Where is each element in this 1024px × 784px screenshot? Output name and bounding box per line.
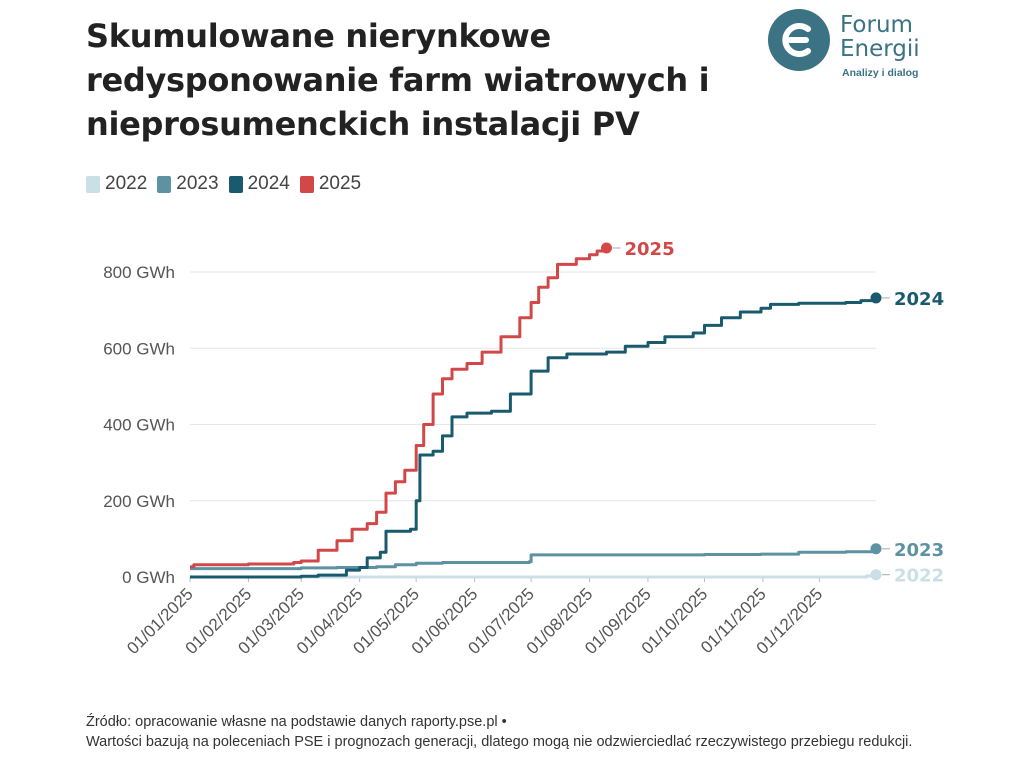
disclaimer-note: Wartości bazują na poleceniach PSE i pro… [86,734,913,750]
y-tick-label: 400 GWh [103,416,175,435]
legend-item-2024: 2024 [228,173,290,195]
logo-name-line2: Energii [840,36,920,62]
series-end-marker-2025 [601,242,612,254]
legend-item-2023: 2023 [157,173,219,195]
y-tick-label: 800 GWh [103,263,175,282]
chart-legend: 2022 2023 2024 2025 [86,173,361,195]
legend-swatch [228,175,243,193]
legend-swatch [157,175,172,193]
chart-title: Skumulowane nierynkowe redysponowanie fa… [86,17,710,143]
legend-item-2025: 2025 [299,173,362,195]
legend-label: 2024 [247,173,290,194]
y-tick-label: 200 GWh [103,492,175,511]
series-end-label-2023: 2023 [894,540,944,561]
series-end-label-2025: 2025 [625,239,675,260]
y-tick-label: 0 GWh [122,568,175,587]
chart-footer: Źródło: opracowanie własne na podstawie … [86,712,936,752]
source-note: Źródło: opracowanie własne na podstawie … [86,714,507,730]
series-end-marker-2022 [870,569,882,581]
series-end-marker-2023 [870,543,882,555]
series-line-2023 [190,548,878,571]
legend-label: 2023 [176,173,219,194]
legend-label: 2025 [318,173,362,194]
logo-tagline: Analizy i dialog [842,67,919,79]
forum-energii-logo: Forum Energii Analizy i dialog [768,9,958,81]
logo-e-icon [768,9,830,71]
series-end-label-2024: 2024 [894,289,944,310]
legend-item-2022: 2022 [86,173,147,195]
logo-name: Forum Energii [840,13,958,61]
y-tick-label: 600 GWh [103,339,175,358]
legend-swatch [86,175,100,193]
series-line-2024 [190,297,878,579]
series-line-2025 [190,248,608,569]
series-end-marker-2024 [870,292,882,304]
series-end-label-2022: 2022 [894,566,944,587]
legend-label: 2022 [105,173,148,194]
legend-swatch [299,175,314,193]
logo-name-line1: Forum [840,12,913,38]
